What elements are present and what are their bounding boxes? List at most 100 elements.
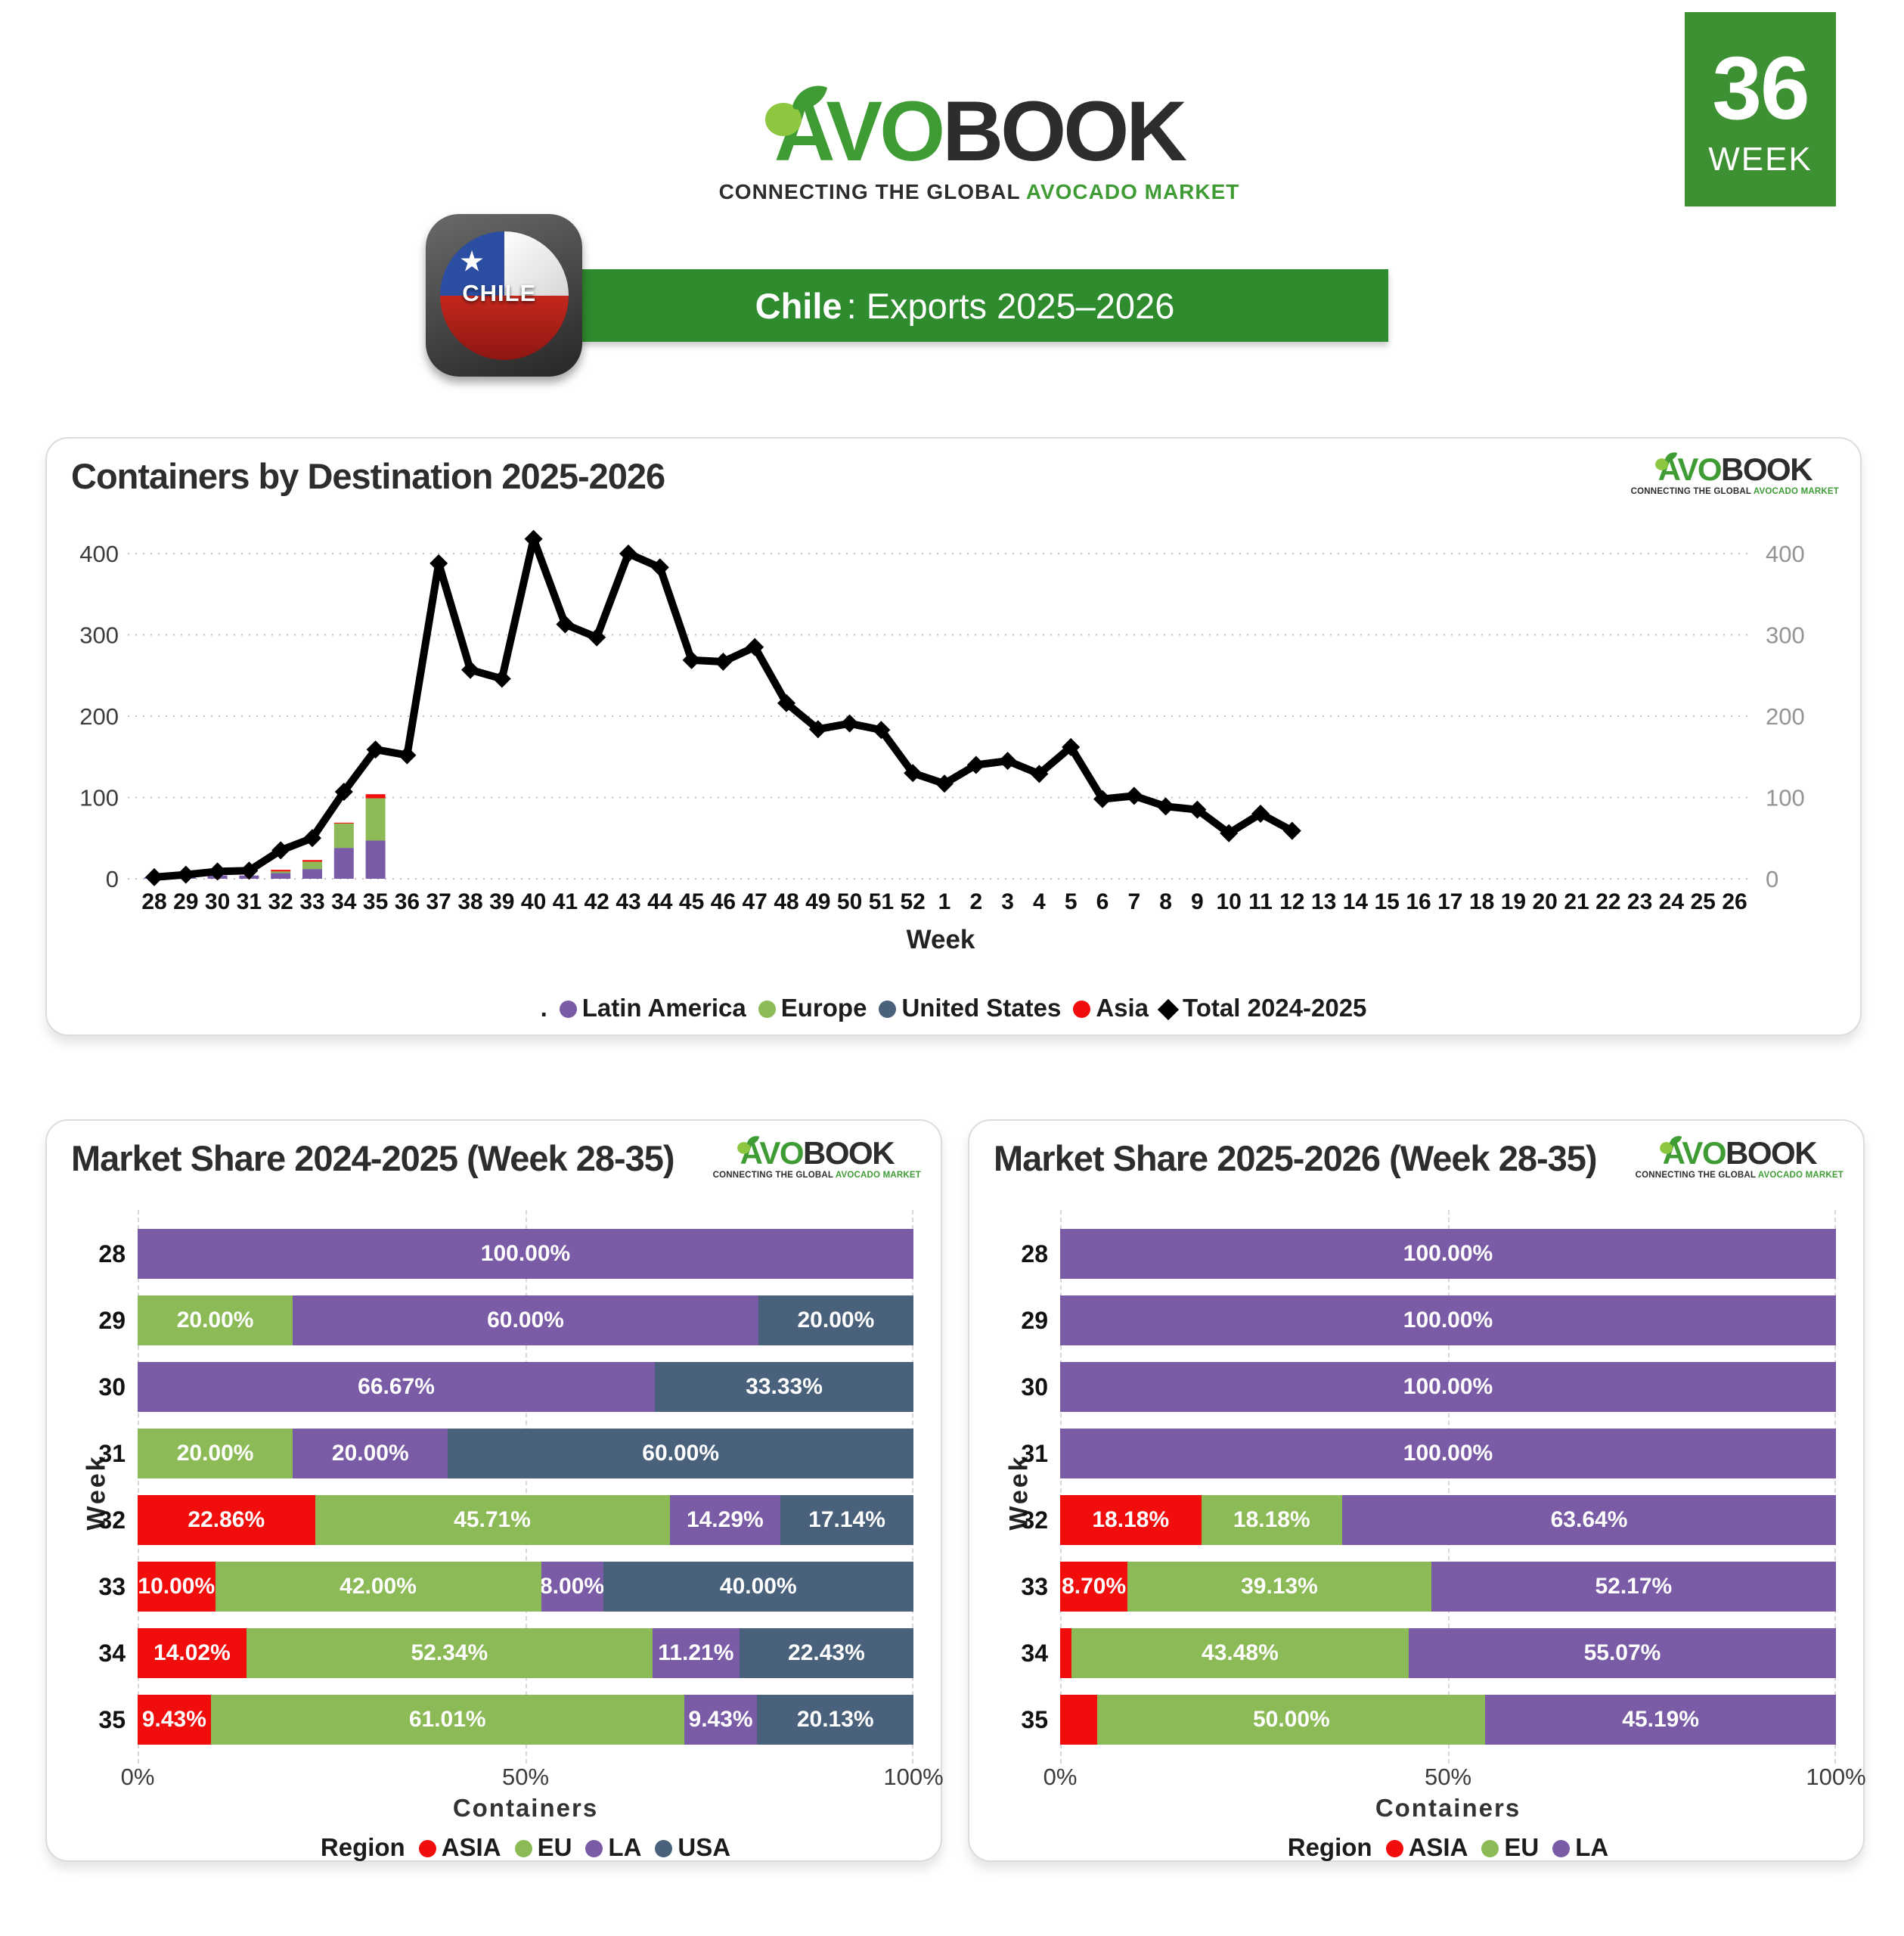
segment-percent-label: 39.13% <box>1241 1574 1318 1599</box>
tagline-highlight: AVOCADO MARKET <box>835 1171 921 1180</box>
legend-item-la: LA <box>1552 1833 1608 1862</box>
share-segment-la-week-33: 8.00% <box>541 1562 603 1612</box>
country-banner: Chile: Exports 2025–2026 <box>541 269 1388 342</box>
y-axis-tick-right: 0 <box>1766 866 1778 892</box>
x-axis-tick: 50% <box>1424 1764 1472 1790</box>
share-row-week-30: 30 66.67% 33.33% <box>98 1354 913 1420</box>
row-week-label: 32 <box>98 1506 126 1534</box>
row-week-label: 34 <box>1021 1640 1048 1667</box>
mini-avobook-logo: AVOBOOK CONNECTING THE GLOBAL AVOCADO MA… <box>713 1136 921 1180</box>
segment-percent-label: 22.86% <box>188 1507 265 1532</box>
line-marker-diamond <box>429 554 448 572</box>
share-bar: 14.02% 52.34% 11.21% 22.43% <box>138 1628 913 1678</box>
week-tick: 26 <box>1722 889 1747 914</box>
share-segment-eu-week-29: 20.00% <box>138 1295 293 1345</box>
segment-percent-label: 52.17% <box>1595 1574 1673 1599</box>
dot-marker-icon <box>1552 1840 1571 1857</box>
avobook-wordmark: AVOBOOK <box>764 85 1187 174</box>
row-week-label: 28 <box>1021 1240 1048 1267</box>
segment-percent-label: 43.48% <box>1202 1640 1279 1665</box>
row-week-label: 28 <box>98 1240 126 1267</box>
line-marker-diamond <box>271 841 290 860</box>
week-tick: 44 <box>647 889 673 914</box>
share-bar: 100.00% <box>138 1229 913 1279</box>
line-marker-diamond <box>777 693 795 712</box>
share-2024-chart: Week 28 100.00% 29 20.00% 60.00% 20.00% 30 66.6… <box>82 1210 944 1862</box>
segment-percent-label: 50.00% <box>1252 1707 1330 1732</box>
week-tick: 36 <box>395 889 420 914</box>
market-share-2025-2026-card: Market Share 2025-2026 (Week 28-35) AVOB… <box>968 1119 1866 1862</box>
share-x-ticks: 0% 50% 100% <box>121 1758 944 1792</box>
week-tick: 37 <box>426 889 451 914</box>
week-tick: 31 <box>237 889 262 914</box>
share-row-week-29: 29 20.00% 60.00% 20.00% <box>98 1287 913 1354</box>
share-segment-la-week-34: 11.21% <box>652 1628 740 1678</box>
segment-percent-label: 100.00% <box>480 1241 571 1266</box>
flag-star-icon: ★ <box>458 246 485 278</box>
x-axis-tick: 0% <box>1043 1764 1078 1790</box>
dot-marker-icon <box>758 1001 776 1018</box>
legend-item-europe: Europe <box>758 994 867 1022</box>
share-2025-title: Market Share 2025-2026 (Week 28-35) <box>994 1138 1598 1178</box>
share-segment-la-week-28: 100.00% <box>1060 1229 1836 1279</box>
dot-marker-icon <box>879 1001 897 1018</box>
share-segment-usa-week-33: 40.00% <box>603 1562 913 1612</box>
share-bar: 10.00% 42.00% 8.00% 40.00% <box>138 1562 913 1612</box>
week-badge-label: WEEK <box>1708 141 1813 178</box>
row-week-label: 35 <box>98 1706 126 1733</box>
combo-x-axis-title: Week <box>907 925 975 954</box>
share-bar: 20.00% 60.00% 20.00% <box>138 1295 913 1345</box>
share-segment-la-week-33: 52.17% <box>1431 1562 1836 1612</box>
share-row-week-32: 32 18.18% 18.18% 63.64% <box>1021 1487 1836 1553</box>
segment-percent-label: 18.18% <box>1092 1507 1170 1532</box>
line-marker-diamond <box>746 638 764 656</box>
bar-segment-asia-week-33 <box>302 860 322 862</box>
share-legend: Region ASIA EU LA <box>1060 1833 1836 1862</box>
share-bar: 100.00% <box>1060 1429 1836 1478</box>
y-axis-tick-right: 300 <box>1766 622 1805 649</box>
week-tick: 23 <box>1627 889 1652 914</box>
segment-percent-label: 52.34% <box>411 1640 488 1665</box>
chile-flag-tile: ★ CHILE <box>426 214 582 377</box>
share-segment-la-week-35: 9.43% <box>684 1695 758 1745</box>
bar-segment-asia-week-34 <box>333 822 354 824</box>
line-marker-diamond <box>682 650 701 669</box>
share-segment-eu-week-33: 42.00% <box>215 1562 541 1612</box>
share-segment-asia-week-33: 10.00% <box>138 1562 216 1612</box>
mini-avobook-logo: AVOBOOK CONNECTING THE GLOBAL AVOCADO MA… <box>1636 1136 1844 1180</box>
share-segment-eu-week-35: 61.01% <box>210 1695 684 1745</box>
avocado-leaf-icon <box>1658 1128 1684 1160</box>
grid-vline <box>526 1210 527 1764</box>
share-segment-la-week-31: 100.00% <box>1060 1429 1836 1478</box>
share-segment-la-week-34: 55.07% <box>1408 1628 1836 1678</box>
week-tick: 13 <box>1311 889 1336 914</box>
y-axis-tick-left: 0 <box>106 866 119 892</box>
share-segment-usa-week-31: 60.00% <box>448 1429 913 1478</box>
containers-by-destination-card: Containers by Destination 2025-2026 AVOB… <box>45 437 1862 1036</box>
row-week-label: 30 <box>1021 1373 1048 1401</box>
share-segment-la-week-31: 20.00% <box>293 1429 448 1478</box>
week-tick: 10 <box>1217 889 1242 914</box>
segment-percent-label: 18.18% <box>1233 1507 1310 1532</box>
share-2025-chart: Week 28 100.00% 29 100.00% 30 100.00% 31 100.00… <box>1005 1210 1866 1862</box>
share-row-week-31: 31 20.00% 20.00% 60.00% <box>98 1420 913 1487</box>
share-segment-eu-week-34: 52.34% <box>246 1628 653 1678</box>
segment-percent-label: 63.64% <box>1550 1507 1628 1532</box>
legend-item-united-states: United States <box>879 994 1061 1022</box>
dot-marker-icon <box>1385 1840 1403 1857</box>
line-marker-diamond <box>366 740 385 759</box>
line-marker-diamond <box>904 764 923 783</box>
week-tick: 45 <box>679 889 704 914</box>
segment-percent-label: 33.33% <box>746 1374 823 1399</box>
share-row-week-34: 34 43.48% 55.07% <box>1021 1620 1836 1686</box>
share-segment-la-week-29: 60.00% <box>293 1295 758 1345</box>
dot-marker-icon <box>559 1001 577 1018</box>
share-segment-asia-week-33: 8.70% <box>1060 1562 1128 1612</box>
share-bar: 20.00% 20.00% 60.00% <box>138 1429 913 1478</box>
legend-title: Region <box>320 1833 405 1861</box>
week-tick: 41 <box>553 889 578 914</box>
y-axis-tick-left: 100 <box>79 785 119 811</box>
share-row-week-31: 31 100.00% <box>1021 1420 1836 1487</box>
share-row-week-35: 35 9.43% 61.01% 9.43% 20.13% <box>98 1686 913 1753</box>
